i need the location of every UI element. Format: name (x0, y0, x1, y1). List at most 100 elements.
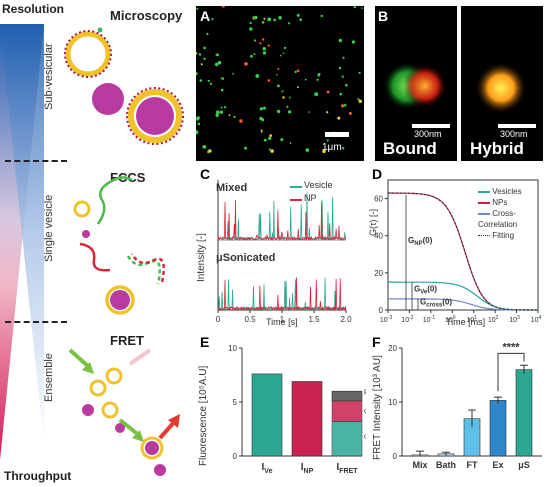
fccs-np-icon (82, 230, 90, 238)
yellow-spot (475, 62, 527, 114)
d-xtick-exp: 2 (496, 315, 499, 321)
d-xtick-label: 10-1 (423, 315, 435, 324)
particle-dot (267, 79, 271, 82)
c-xtick-label: 1 (280, 315, 285, 324)
panel-b-hybrid-image (461, 6, 543, 161)
g-np-label: GNP(0) (408, 236, 433, 247)
particle-dot (267, 17, 272, 22)
f-bar (489, 400, 507, 457)
d-xtick-exp: 1 (474, 315, 477, 321)
particle-dot (353, 5, 356, 9)
hybrid-scalebar-label: 300nm (500, 129, 528, 139)
particle-dot (345, 83, 348, 87)
co-trajectory-red-icon (130, 253, 165, 283)
e-stack-np: cNP× INP (364, 408, 366, 417)
e-cat-sub: FRET (339, 468, 358, 475)
particle-dot (203, 57, 206, 60)
e-cat-label: IFRET (336, 462, 358, 475)
particle-dot (326, 111, 329, 114)
particle-dot (206, 32, 209, 36)
vesicle-curve (388, 281, 538, 311)
particle-dot (326, 139, 329, 142)
particle-dot (196, 7, 199, 10)
panel-a-scalebar-label: 1μm (322, 142, 342, 153)
dye-dot-icon (97, 27, 103, 33)
g-ve-label: GVe(0) (414, 284, 437, 295)
c-xtick-label: 0 (216, 315, 221, 324)
panel-c-letter: C (200, 166, 211, 182)
particle-dot (253, 53, 256, 56)
particle-dot (202, 145, 207, 149)
panel-c-mixed-label: Mixed (216, 182, 248, 194)
particle-dot (308, 111, 310, 113)
red-trajectory-icon (79, 242, 111, 272)
particle-dot (260, 131, 263, 133)
d-xtick-exp: 0 (453, 315, 456, 321)
c-xtick-label: 2.0 (340, 315, 352, 324)
particle-dot (304, 78, 307, 81)
fret-schematic (68, 348, 180, 476)
fccs-hybrid-core-icon (110, 290, 130, 310)
particle-dot (232, 72, 235, 75)
bound-scalebar (412, 124, 450, 128)
vesicle-lipid-icon (64, 30, 112, 78)
particle-dot (326, 90, 330, 94)
panel-c-legend-np: NP (304, 193, 317, 203)
particle-dot (358, 71, 361, 74)
fret-np-1 (82, 404, 94, 416)
particle-dot (220, 106, 223, 109)
e-cat-label: IVe (262, 462, 273, 475)
d-xtick-label: 10-3 (380, 315, 392, 324)
particle-dot (314, 92, 319, 97)
particle-dot (316, 78, 319, 81)
f-ytick-label: 10 (388, 398, 397, 407)
fret-np-2 (115, 423, 125, 433)
particle-dot (282, 52, 285, 54)
particle-dot (289, 96, 291, 99)
particle-dot (286, 105, 289, 108)
particle-dot (283, 46, 287, 50)
fit-curve-np (388, 192, 538, 311)
excitation-arrowhead-2-icon (132, 430, 144, 442)
particle-dot (220, 88, 224, 92)
e-bar-seg (331, 400, 363, 422)
f-sig-label: **** (502, 341, 520, 353)
method-microscopy: Microscopy (110, 8, 183, 23)
particle-dot (244, 62, 248, 66)
particle-dot (358, 99, 362, 104)
particle-dot (203, 46, 206, 50)
particle-dot (270, 149, 274, 153)
panel-c-plot: 0 0.5 1 1.5 2.0 (216, 180, 352, 324)
particle-dot (249, 21, 252, 25)
legend-vesicles: Vesicles (478, 186, 546, 197)
panel-d-letter: D (372, 166, 383, 182)
faint-emission-arrow-icon (128, 348, 152, 366)
particle-dot (341, 104, 345, 108)
particle-dot (343, 104, 347, 107)
particle-dot (305, 148, 310, 152)
vesicle-icon (65, 31, 111, 77)
d-ytick-label: 40 (374, 232, 383, 241)
e-cat-label: INP (301, 462, 314, 475)
particle-dot (249, 27, 253, 31)
particle-dot (337, 116, 341, 120)
particle-dot (250, 54, 253, 58)
particle-dot (294, 70, 297, 74)
particle-dot (216, 53, 219, 57)
d-frame (387, 179, 539, 311)
d-ytick-label: 60 (374, 195, 383, 204)
hybrid-scalebar (498, 124, 536, 128)
e-bar-seg (331, 421, 363, 457)
particle-dot (263, 17, 266, 20)
particle-dot (221, 4, 225, 8)
cross-curve (388, 298, 538, 311)
fret-np-3 (154, 464, 166, 476)
g-cross-label-sub: cross (426, 302, 443, 308)
panel-a-letter: A (200, 8, 211, 24)
e-bar-seg (251, 373, 283, 457)
particle-dot (228, 114, 231, 117)
fret-hybrid-shell (140, 436, 164, 460)
f-cat-label: Bath (436, 460, 456, 470)
sonicated-vesicle-trace (217, 277, 347, 312)
